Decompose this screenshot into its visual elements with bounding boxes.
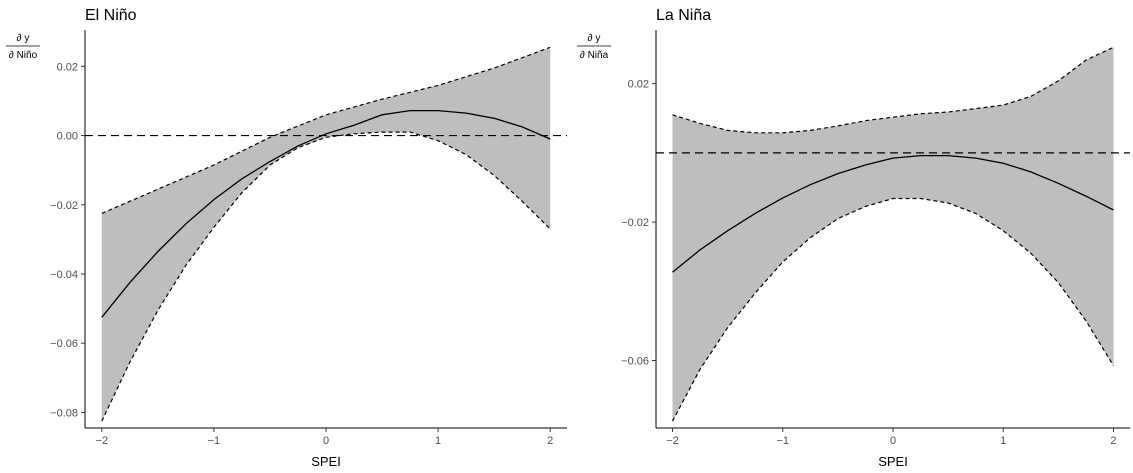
x-tick-label: −2 — [666, 435, 679, 447]
x-axis-label: SPEI — [878, 454, 908, 469]
y-tick-label: −0.04 — [50, 269, 78, 281]
x-tick-label: −1 — [208, 435, 221, 447]
chart-title: La Niña — [656, 7, 711, 24]
x-tick-label: −1 — [776, 435, 789, 447]
x-tick-label: 1 — [1000, 435, 1006, 447]
y-tick-label: −0.02 — [50, 200, 78, 212]
x-axis-label: SPEI — [311, 454, 341, 469]
x-tick-label: 0 — [323, 435, 329, 447]
panel-la-nina: −0.06 −0.02 0.02 −2 −1 0 1 2 La Niña SPEI ∂ y ∂ Niñ… — [577, 7, 1130, 469]
y-tick-label: −0.06 — [50, 338, 78, 350]
x-tick-label: 0 — [890, 435, 896, 447]
y-tick-label: −0.02 — [621, 217, 649, 229]
y-axis-label-denominator: ∂ Niña — [580, 50, 609, 61]
chart-title: El Niño — [85, 7, 137, 24]
y-tick-label: −0.06 — [621, 356, 649, 368]
y-axis-label-numerator: ∂ y — [17, 33, 30, 44]
y-tick-label: −0.08 — [50, 407, 78, 419]
confidence-band — [102, 47, 550, 421]
y-tick-label: 0.00 — [57, 131, 78, 143]
y-tick-label: 0.02 — [57, 61, 78, 73]
confidence-band — [673, 47, 1114, 421]
panel-el-nino: −0.08 −0.06 −0.04 −0.02 0.00 0.02 −2 −1 0 1 2 El Ni… — [6, 7, 567, 469]
x-tick-label: −2 — [96, 435, 109, 447]
y-axis-label-numerator: ∂ y — [588, 33, 601, 44]
y-tick-label: 0.02 — [628, 79, 649, 91]
x-tick-label: 2 — [547, 435, 553, 447]
x-tick-label: 1 — [435, 435, 441, 447]
y-axis-label-denominator: ∂ Niño — [9, 50, 38, 61]
x-tick-label: 2 — [1110, 435, 1116, 447]
